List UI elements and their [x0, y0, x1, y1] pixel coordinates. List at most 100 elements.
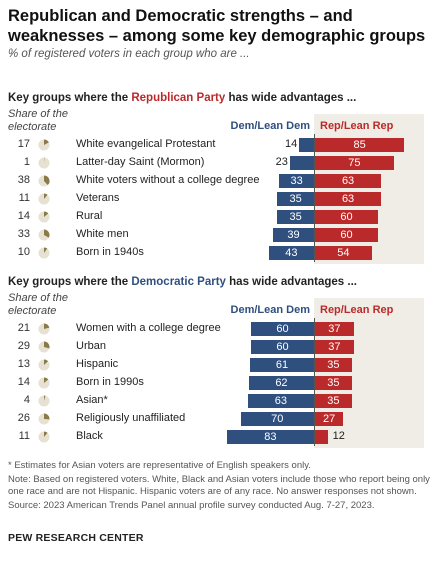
- section-heading: Key groups where the Republican Party ha…: [8, 92, 432, 104]
- share-value: 14: [17, 210, 30, 222]
- group-label: Women with a college degree: [76, 322, 221, 334]
- table-row: 33 White men 39 60: [0, 226, 437, 244]
- footer-brand: PEW RESEARCH CENTER: [8, 532, 144, 544]
- group-label: White voters without a college degree: [76, 174, 260, 186]
- share-value: 33: [17, 228, 30, 240]
- rep-value-label: 35: [327, 359, 340, 371]
- rep-value-label: 63: [341, 175, 355, 187]
- dem-column-header: Dem/Lean Dem: [230, 120, 310, 132]
- rep-bar: 35: [315, 376, 352, 390]
- dem-bar: 35: [277, 210, 314, 224]
- rep-value-label: 85: [353, 139, 366, 151]
- group-label: Black: [76, 430, 103, 442]
- share-pie-icon: [38, 431, 50, 443]
- dem-value-label: 43: [285, 247, 298, 259]
- section-heading-pre: Key groups where the: [8, 92, 132, 104]
- dem-value-label: 39: [287, 229, 300, 241]
- dem-bar: 33: [279, 174, 314, 188]
- rep-value-label: 37: [328, 341, 341, 353]
- rep-bar: 75: [315, 156, 394, 170]
- table-row: 11 Veterans 35 63: [0, 190, 437, 208]
- rep-bar: 85: [315, 138, 405, 152]
- rep-value-label: 60: [340, 211, 353, 223]
- dem-column-header: Dem/Lean Dem: [230, 304, 310, 316]
- dem-value-label: 14: [285, 138, 298, 150]
- table-row: 14 Rural 35 60: [0, 208, 437, 226]
- table-row: 26 Religiously unaffiliated 70 27: [0, 410, 437, 428]
- dem-value-label: 62: [275, 377, 288, 389]
- group-label: Latter-day Saint (Mormon): [76, 156, 205, 168]
- dem-bar: 39: [273, 228, 314, 242]
- notes: * Estimates for Asian voters are represe…: [8, 460, 432, 514]
- rep-bar: 54: [315, 246, 372, 260]
- table-row: 10 Born in 1940s 43 54: [0, 244, 437, 262]
- share-pie-icon: [38, 157, 50, 169]
- group-label: Born in 1940s: [76, 246, 144, 258]
- share-pie-icon: [38, 359, 50, 371]
- table-row: 4 Asian* 63 35: [0, 392, 437, 410]
- share-pie-icon: [38, 247, 50, 259]
- table-row: 13 Hispanic 61 35: [0, 356, 437, 374]
- center-axis: [314, 318, 315, 446]
- share-pie-icon: [38, 395, 50, 407]
- share-of-electorate-label: Share of the electorate: [8, 292, 68, 317]
- dem-bar: 61: [249, 358, 314, 372]
- share-pie-icon: [38, 139, 50, 151]
- share-value: 21: [17, 322, 30, 334]
- share-pie-icon: [38, 341, 50, 353]
- center-axis: [314, 134, 315, 262]
- dem-value-label: 35: [289, 193, 302, 205]
- group-label: White men: [76, 228, 129, 240]
- share-value: 13: [17, 358, 30, 370]
- rep-value-label: 27: [323, 413, 336, 425]
- table-row: 14 Born in 1990s 62 35: [0, 374, 437, 392]
- rep-value-label: 35: [327, 377, 340, 389]
- table-row: 11 Black 83 12: [0, 428, 437, 446]
- rep-value-label: 63: [341, 193, 355, 205]
- section-heading: Key groups where the Democratic Party ha…: [8, 276, 432, 288]
- rep-value-label: 54: [337, 247, 350, 259]
- rep-bar: 35: [315, 358, 352, 372]
- rep-bar: 37: [315, 322, 354, 336]
- dem-bar: 63: [247, 394, 314, 408]
- table-row: 29 Urban 60 37: [0, 338, 437, 356]
- share-value: 1: [23, 156, 30, 168]
- group-label: Rural: [76, 210, 103, 222]
- share-value: 11: [18, 430, 30, 442]
- share-value: 38: [17, 174, 30, 186]
- rep-bar: 37: [315, 340, 354, 354]
- share-value: 11: [18, 192, 30, 204]
- note-asian: * Estimates for Asian voters are represe…: [8, 460, 311, 471]
- dem-value-label: 61: [275, 359, 289, 371]
- note-methodology: Note: Based on registered voters. White,…: [8, 474, 430, 497]
- share-value: 10: [17, 246, 30, 258]
- share-pie-icon: [38, 229, 50, 241]
- rep-column-header: Rep/Lean Rep: [320, 304, 394, 316]
- rep-value-label: 12: [332, 430, 345, 442]
- dem-value-label: 35: [289, 211, 302, 223]
- rep-bar: [315, 430, 328, 444]
- group-label: Born in 1990s: [76, 376, 144, 388]
- share-pie-icon: [38, 193, 50, 205]
- rep-bar: 35: [315, 394, 352, 408]
- dem-bar: 43: [268, 246, 314, 260]
- group-label: Veterans: [76, 192, 120, 204]
- share-pie-icon: [38, 175, 50, 187]
- rep-value-label: 60: [340, 229, 353, 241]
- dem-bar: [299, 138, 314, 152]
- group-label: White evangelical Protestant: [76, 138, 216, 150]
- share-value: 17: [17, 138, 30, 150]
- rep-column-header: Rep/Lean Rep: [320, 120, 394, 132]
- section-heading-post: has wide advantages ...: [225, 276, 357, 288]
- share-value: 14: [17, 376, 30, 388]
- dem-value-label: 23: [275, 156, 288, 168]
- share-value: 29: [17, 340, 30, 352]
- share-of-electorate-label: Share of the electorate: [8, 108, 68, 133]
- table-row: 1 Latter-day Saint (Mormon) 23 75: [0, 154, 437, 172]
- rep-bar: 63: [315, 174, 382, 188]
- section-heading-post: has wide advantages ...: [225, 92, 357, 104]
- section-heading-party: Republican Party: [131, 92, 226, 104]
- rep-bar: 63: [315, 192, 382, 206]
- share-pie-icon: [38, 377, 50, 389]
- rep-value-label: 35: [327, 395, 340, 407]
